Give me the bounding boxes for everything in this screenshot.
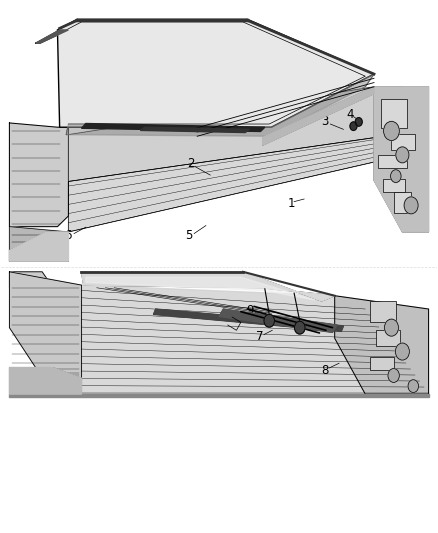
- Text: 4: 4: [346, 108, 354, 121]
- Circle shape: [294, 321, 305, 334]
- Text: 3: 3: [321, 116, 328, 128]
- Circle shape: [384, 122, 399, 141]
- Circle shape: [396, 343, 410, 360]
- Text: 6: 6: [65, 229, 72, 242]
- Circle shape: [404, 197, 418, 214]
- Bar: [370, 357, 394, 370]
- Bar: [383, 179, 405, 192]
- Circle shape: [396, 147, 409, 163]
- Bar: [381, 99, 407, 128]
- Circle shape: [388, 368, 399, 382]
- Circle shape: [355, 118, 362, 126]
- Text: 8: 8: [321, 364, 328, 377]
- Text: 1: 1: [287, 197, 295, 211]
- Text: 9: 9: [247, 304, 254, 317]
- Polygon shape: [219, 309, 337, 333]
- Circle shape: [385, 319, 399, 336]
- Polygon shape: [10, 368, 81, 394]
- Polygon shape: [335, 296, 428, 394]
- Polygon shape: [81, 124, 265, 132]
- Text: 5: 5: [186, 229, 193, 242]
- Polygon shape: [374, 87, 428, 232]
- Circle shape: [391, 169, 401, 182]
- Bar: [376, 330, 400, 346]
- Polygon shape: [10, 272, 53, 288]
- Polygon shape: [81, 285, 428, 394]
- Text: 2: 2: [187, 157, 194, 171]
- Text: 7: 7: [256, 330, 263, 343]
- Bar: [394, 192, 411, 213]
- Polygon shape: [68, 87, 411, 181]
- Polygon shape: [68, 134, 428, 232]
- Circle shape: [264, 314, 275, 327]
- Polygon shape: [35, 30, 68, 43]
- Polygon shape: [263, 87, 374, 146]
- Polygon shape: [10, 232, 68, 261]
- Bar: [370, 301, 396, 322]
- Polygon shape: [10, 123, 68, 227]
- Polygon shape: [153, 309, 343, 332]
- Polygon shape: [141, 127, 250, 133]
- Polygon shape: [57, 19, 374, 127]
- Bar: [392, 134, 416, 150]
- Bar: [378, 155, 407, 168]
- Polygon shape: [10, 394, 428, 397]
- Circle shape: [350, 122, 357, 131]
- Polygon shape: [10, 227, 68, 261]
- Polygon shape: [81, 272, 335, 301]
- Polygon shape: [10, 272, 81, 394]
- Polygon shape: [66, 74, 374, 136]
- Circle shape: [408, 379, 419, 392]
- Polygon shape: [86, 277, 315, 300]
